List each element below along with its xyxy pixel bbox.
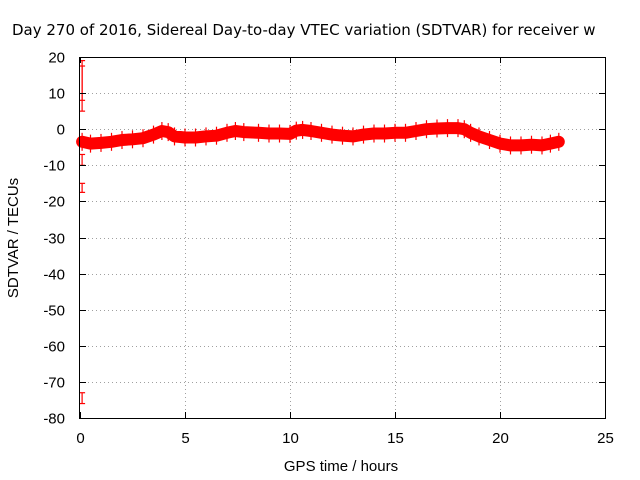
- chart-title: Day 270 of 2016, Sidereal Day-to-day VTE…: [12, 21, 596, 39]
- y-tick-label: -30: [43, 231, 65, 248]
- y-tick-label: -40: [43, 267, 65, 284]
- x-tick-label: 20: [492, 430, 509, 447]
- y-axis-label: SDTVAR / TECUs: [5, 178, 22, 298]
- label-layer: 0 5 10 15 20 25 20 10 0 -10 -20 -30 -40 -50 -60 -70 -80: [43, 50, 614, 448]
- y-tick-label: 20: [48, 50, 65, 67]
- x-tick-label: 25: [597, 430, 614, 447]
- y-tick-label: 0: [57, 122, 65, 139]
- y-tick-label: 10: [48, 86, 65, 103]
- y-tick-label: -60: [43, 339, 65, 356]
- y-tick-label: -20: [43, 194, 65, 211]
- x-tick-label: 0: [76, 430, 84, 447]
- y-tick-label: -50: [43, 303, 65, 320]
- tick-layer: [80, 57, 606, 419]
- grid-layer: [80, 57, 605, 418]
- x-tick-label: 15: [387, 430, 404, 447]
- y-tick-label: -10: [43, 158, 65, 175]
- series-line: [80, 126, 561, 147]
- y-tick-label: -70: [43, 375, 65, 392]
- x-tick-label: 10: [282, 430, 299, 447]
- x-tick-label: 5: [181, 430, 189, 447]
- x-axis-label: GPS time / hours: [284, 458, 398, 475]
- data-layer: [76, 60, 565, 405]
- plot-frame: [79, 57, 606, 419]
- y-tick-label: -80: [43, 411, 65, 428]
